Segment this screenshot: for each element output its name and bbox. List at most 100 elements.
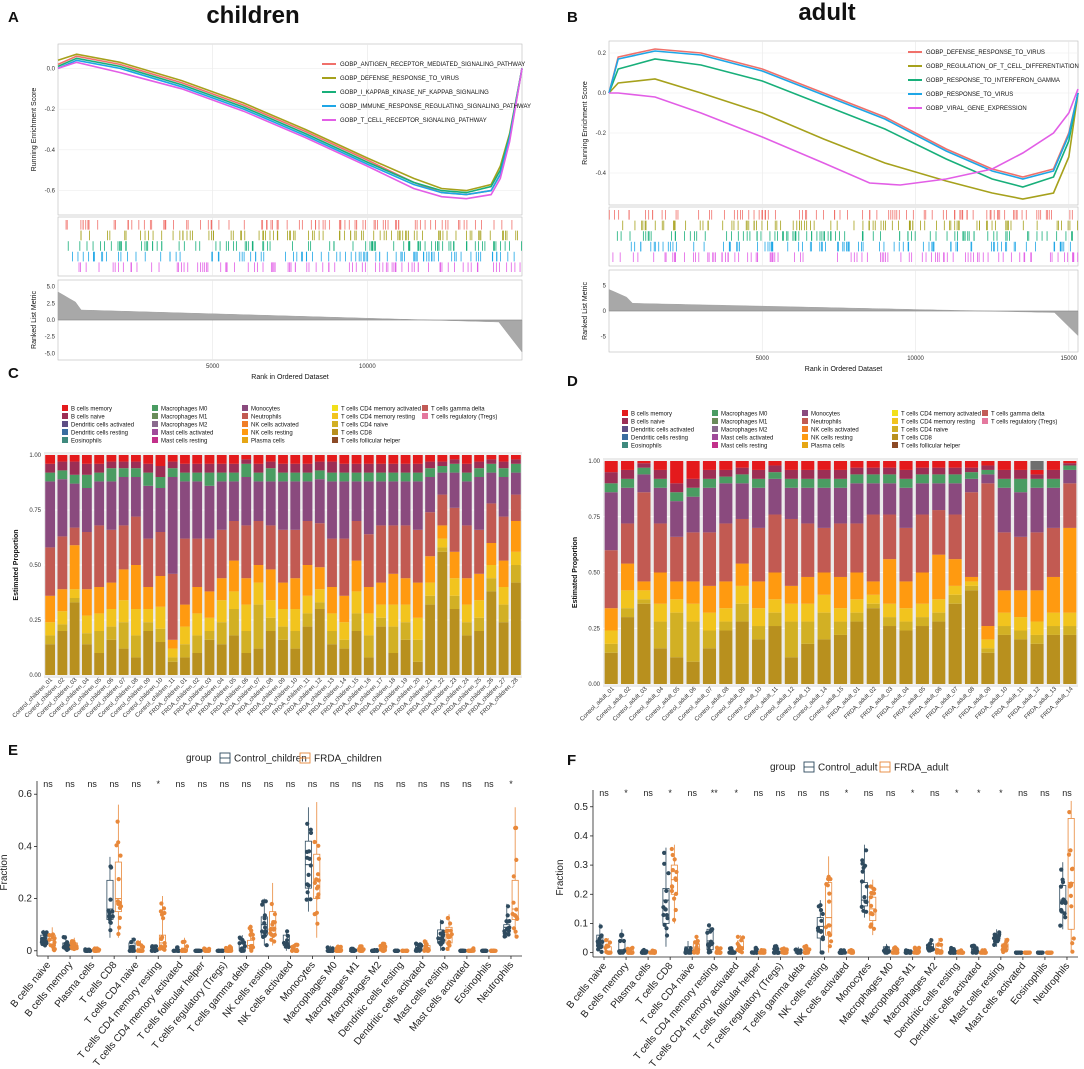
- bar-segment-t-cells-cd4-naive: [363, 635, 374, 658]
- bar-segment-macrophages-m0: [474, 468, 485, 477]
- x-tick-label: 10000: [359, 364, 376, 370]
- data-point: [439, 920, 444, 925]
- bar-segment-nk-cells-resting: [621, 563, 635, 591]
- significance-label: ns: [87, 779, 97, 789]
- bar-segment-b-cells-naive: [351, 463, 362, 473]
- bar-segment-nk-cells-resting: [964, 576, 979, 582]
- y-tick-label: 0.2: [18, 894, 32, 905]
- bar-segment-t-cells-cd8: [486, 591, 497, 675]
- bar-segment-t-cells-cd4-naive: [204, 631, 215, 640]
- bar-segment-b-cells-memory: [1030, 469, 1044, 475]
- legend-swatch: [332, 437, 338, 443]
- bar-segment-macrophages-m0: [57, 470, 68, 480]
- bar-segment-t-cells-cd4-memory-resting: [883, 603, 897, 618]
- legend-label: Dendritic cells resting: [631, 436, 688, 442]
- data-point: [1059, 900, 1064, 905]
- data-point: [869, 903, 874, 909]
- data-point: [240, 947, 245, 952]
- bar-segment-t-cells-cd8: [653, 648, 667, 684]
- bar-segment-t-cells-cd4-naive: [449, 595, 460, 609]
- bar-segment-b-cells-naive: [229, 463, 239, 473]
- bar-segment-t-cells-cd4-memory-resting: [817, 594, 831, 613]
- legend-label: Macrophages M2: [161, 423, 208, 429]
- bar-segment-neutrophils: [412, 529, 423, 583]
- bar-segment-t-cells-cd4-memory-resting: [686, 603, 700, 622]
- bar-segment-t-cells-cd4-naive: [899, 621, 913, 631]
- bar-segment-t-cells-cd4-memory-resting: [131, 609, 141, 636]
- data-point: [663, 899, 668, 904]
- bar-segment-b-cells-naive: [167, 461, 178, 469]
- bar-segment-monocytes: [653, 487, 667, 524]
- bar-segment-nk-cells-resting: [143, 587, 154, 609]
- bar-segment-t-cells-cd4-memory-resting: [265, 600, 276, 618]
- legend-label: T cells gamma delta: [431, 407, 485, 413]
- bar-segment-t-cells-cd4-memory-resting: [735, 585, 749, 604]
- data-point: [316, 892, 321, 897]
- legend-swatch: [712, 418, 718, 424]
- legend-label: Mast cells resting: [161, 439, 207, 445]
- legend-label: T cells follicular helper: [901, 444, 960, 450]
- bar-segment-monocytes: [81, 488, 92, 532]
- bar-segment-t-cells-cd4-naive: [339, 639, 350, 649]
- bar-segment-t-cells-cd8: [192, 653, 203, 675]
- bar-segment-neutrophils: [735, 518, 749, 564]
- legend-label: Macrophages M1: [721, 420, 768, 426]
- bar-segment-monocytes: [768, 478, 782, 515]
- legend-label: GOBP_RESPONSE_TO_VIRUS: [926, 92, 1013, 98]
- bar-segment-t-cells-cd4-memory-resting: [143, 609, 154, 623]
- bar-segment-neutrophils: [265, 525, 276, 570]
- bar-segment-t-cells-cd8: [118, 648, 129, 675]
- bar-segment-b-cells-naive: [621, 469, 635, 479]
- bar-segment-macrophages-m0: [621, 478, 635, 488]
- panel-label-c: C: [8, 365, 19, 382]
- data-point: [107, 913, 112, 919]
- data-point: [972, 943, 977, 949]
- es-curve-gobp-defense-response-to-virus: [57, 53, 523, 192]
- data-point: [816, 928, 821, 933]
- bar-segment-nk-cells-resting: [290, 578, 301, 609]
- bar-segment-t-cells-cd8: [604, 652, 618, 684]
- bar-segment-b-cells-memory: [81, 455, 92, 464]
- legend-label: Eosinophils: [71, 439, 102, 445]
- bar-segment-monocytes: [510, 472, 521, 495]
- bar-segment-nk-cells-resting: [69, 545, 80, 590]
- bar-segment-b-cells-memory: [817, 461, 831, 470]
- bar-segment-t-cells-cd4-naive: [45, 635, 56, 645]
- bar-segment-t-cells-cd4-memory-resting: [302, 595, 313, 614]
- data-point: [929, 938, 934, 943]
- y-axis-label-metric: Ranked List Metric: [582, 282, 589, 340]
- bar-segment-t-cells-cd4-memory-resting: [1014, 617, 1028, 631]
- legend-label: Dendritic cells activated: [71, 423, 134, 429]
- box-iqr: [114, 861, 122, 913]
- data-point: [992, 932, 997, 937]
- legend-swatch: [422, 405, 428, 411]
- bar-segment-t-cells-cd4-memory-resting: [412, 617, 423, 640]
- data-point: [735, 934, 741, 939]
- bar-segment-nk-cells-resting: [94, 587, 105, 614]
- data-point: [953, 950, 958, 955]
- legend-swatch: [62, 413, 68, 419]
- metric-tick-label: -5.0: [45, 351, 56, 357]
- bar-segment-t-cells-cd4-memory-resting: [167, 648, 178, 658]
- data-point: [374, 948, 379, 953]
- bar-segment-neutrophils: [278, 529, 288, 583]
- data-point: [1066, 852, 1072, 857]
- bar-segment-macrophages-m0: [106, 468, 117, 482]
- bar-segment-b-cells-memory: [461, 455, 472, 464]
- data-point: [996, 933, 1002, 938]
- data-point: [673, 876, 678, 881]
- data-point: [1002, 946, 1007, 951]
- data-point: [128, 945, 133, 950]
- bar-segment-t-cells-cd4-memory-resting: [719, 608, 733, 622]
- data-point: [307, 849, 312, 854]
- data-point: [664, 926, 669, 931]
- legend-swatch: [62, 429, 68, 435]
- legend-label: T cells CD8: [341, 431, 373, 437]
- bar-segment-neutrophils: [686, 532, 700, 582]
- data-point: [447, 940, 452, 945]
- bar-segment-b-cells-naive: [702, 469, 717, 479]
- data-point: [710, 927, 715, 932]
- significance-label: ns: [176, 779, 186, 789]
- es-tick-label: -0.2: [45, 107, 56, 113]
- bar-segment-b-cells-naive: [981, 465, 995, 470]
